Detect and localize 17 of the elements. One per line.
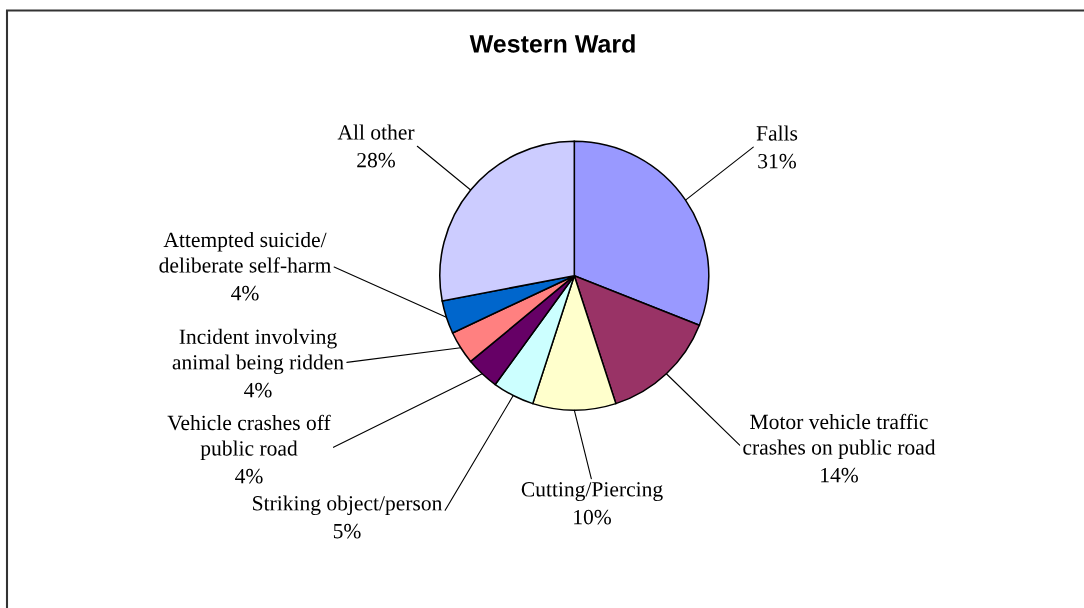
slice-label: Striking object/person [253, 495, 443, 515]
data-label: 4% [231, 285, 259, 301]
data-label: 31% [758, 153, 796, 169]
slice-label: Incident involving animal being ridden [172, 328, 344, 374]
data-label: 4% [235, 468, 263, 484]
slice-label: Motor vehicle traffic crashes on public road [743, 413, 936, 459]
slice-label: Falls [756, 125, 798, 141]
slice-label: Attempted suicide/ deliberate self-harm [159, 231, 332, 273]
slice-label: Vehicle crashes off public road [167, 414, 331, 460]
slice-label: All other [337, 124, 415, 140]
data-label: 14% [821, 467, 858, 483]
data-label: 4% [244, 382, 272, 398]
data-label: 28% [357, 152, 395, 168]
slice-label: Cutting/Piercing [521, 482, 663, 501]
chart-title: Western Ward [469, 34, 635, 53]
data-label: 5% [333, 523, 361, 539]
data-label: 10% [574, 509, 611, 525]
